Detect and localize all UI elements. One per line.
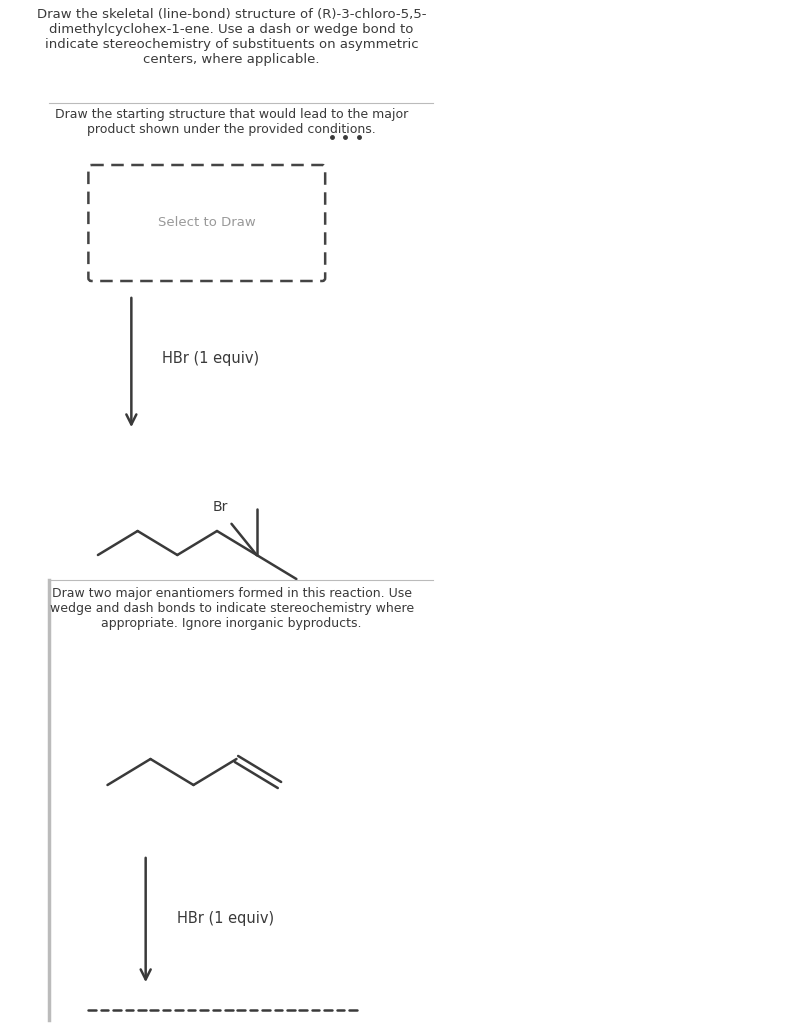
Text: HBr (1 equiv): HBr (1 equiv) <box>162 350 259 366</box>
Text: Draw the starting structure that would lead to the major
product shown under the: Draw the starting structure that would l… <box>55 108 408 136</box>
Text: HBr (1 equiv): HBr (1 equiv) <box>177 910 274 926</box>
Text: Draw the skeletal (line-bond) structure of (R)-3-chloro-5,5-
dimethylcyclohex-1-: Draw the skeletal (line-bond) structure … <box>36 8 427 66</box>
Text: Draw two major enantiomers formed in this reaction. Use
wedge and dash bonds to : Draw two major enantiomers formed in thi… <box>49 587 414 630</box>
Text: Br: Br <box>213 500 228 514</box>
Text: Select to Draw: Select to Draw <box>158 216 255 229</box>
